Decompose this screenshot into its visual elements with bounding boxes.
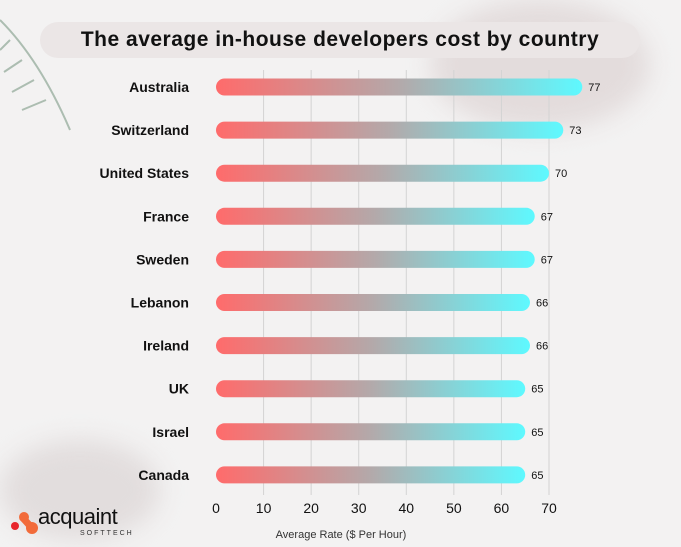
bar [216,250,535,268]
bar [216,294,530,311]
x-tick-label: 30 [351,500,367,516]
bar [216,207,535,225]
x-tick-label: 50 [446,500,462,516]
category-label: UK [169,381,189,397]
category-label: Israel [152,424,189,440]
chart-title: The average in-house developers cost by … [40,22,640,58]
bar [216,337,530,355]
data-label: 67 [541,211,553,223]
bar [216,78,583,96]
category-label: Sweden [136,251,189,267]
bar [216,423,526,441]
logo-icon [11,512,38,534]
x-tick-label: 40 [398,500,414,516]
bar [216,466,526,484]
data-label: 77 [588,82,600,94]
data-label: 66 [536,341,548,353]
x-tick-label: 60 [494,500,510,516]
x-tick-label: 70 [541,500,557,516]
category-label: Ireland [143,338,189,354]
category-label: Canada [138,467,189,483]
bar [216,164,549,182]
data-label: 65 [531,384,543,396]
category-label: Switzerland [111,122,189,138]
x-tick-label: 10 [256,500,272,516]
category-label: United States [100,165,190,181]
x-tick-label: 0 [212,500,220,516]
data-label: 70 [555,168,567,180]
x-axis-label: Average Rate ($ Per Hour) [276,529,407,541]
category-label: Lebanon [131,295,189,311]
logo-subtext: SOFTTECH [80,530,134,537]
x-tick-label: 20 [303,500,319,516]
data-label: 73 [569,125,581,137]
data-label: 66 [536,298,548,310]
data-label: 65 [531,470,543,482]
category-label: France [143,208,189,224]
logo-text: acquaint [38,504,118,529]
data-label: 65 [531,427,543,439]
category-label: Australia [129,79,189,95]
background-texture [430,0,650,130]
data-label: 67 [541,254,553,266]
bar [216,380,526,398]
palm-leaf-decoration [0,19,71,131]
bar [216,121,564,139]
